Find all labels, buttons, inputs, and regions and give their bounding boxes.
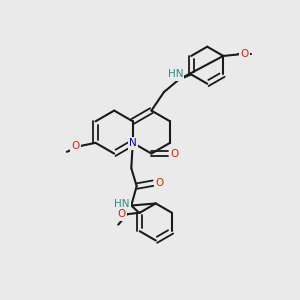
Text: O: O <box>71 141 80 152</box>
Text: N: N <box>129 138 137 148</box>
Text: O: O <box>117 209 125 219</box>
Text: HN: HN <box>167 69 183 79</box>
Text: O: O <box>170 148 178 159</box>
Text: O: O <box>155 178 164 188</box>
Text: HN: HN <box>114 199 130 209</box>
Text: O: O <box>240 50 248 59</box>
